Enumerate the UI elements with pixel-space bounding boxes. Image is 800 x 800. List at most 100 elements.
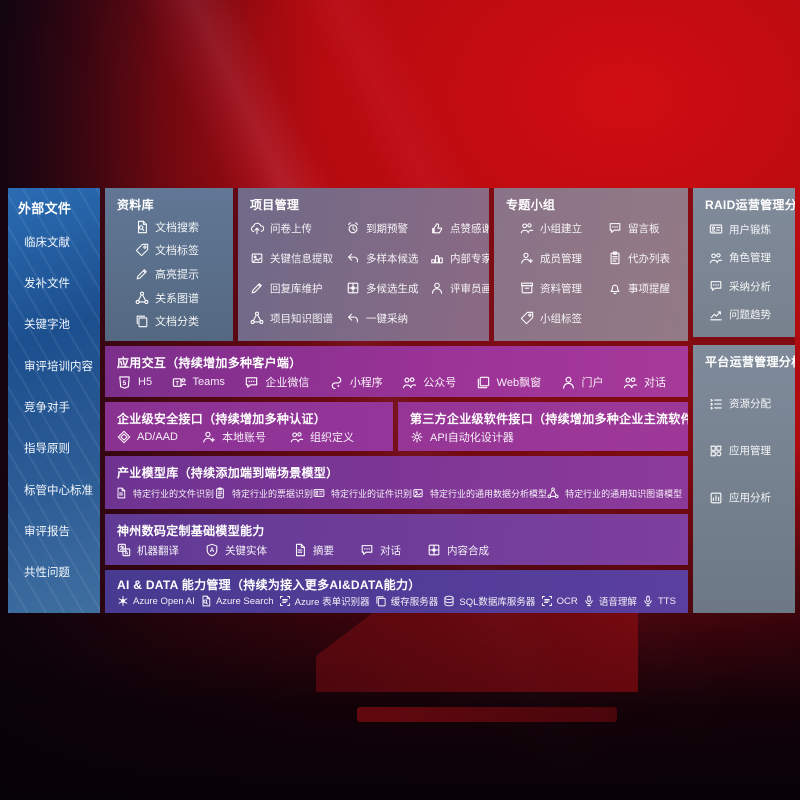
panel-ai-data-management: AI & DATA 能力管理（持续为接入更多AI&DATA能力） Azure O… xyxy=(105,570,688,613)
raid-feature-list: 用户锻炼 角色管理 采纳分析 问题趋势 xyxy=(693,213,795,335)
panel-title: 产业模型库（持续添加端到端场景模型） xyxy=(117,466,339,480)
sidebar-item: 指导原则 xyxy=(24,443,70,456)
reply-maintain-icon xyxy=(250,281,264,295)
feature-item: 小组标签 xyxy=(520,311,604,326)
feature-item: 语音理解 xyxy=(583,594,637,608)
panel-topic-groups: 专题小组 小组建立 留言板 成员管理 代办列表 资料管理 事项提醒 小组标签 xyxy=(494,188,688,341)
group-create-icon xyxy=(520,221,534,235)
feature-item: TTS xyxy=(642,595,676,607)
panel-thirdparty-interface: 第三方企业级软件接口（持续增加多种企业主流软件接口） API自动化设计器 xyxy=(398,402,688,451)
knowledge-graph-icon xyxy=(250,311,264,325)
ad-aad-icon xyxy=(117,430,131,444)
panel-platform-analysis: 平台运营管理分析 资源分配 应用管理 应用分析 xyxy=(693,345,795,613)
panel-title: 项目管理 xyxy=(250,198,300,212)
speech-understanding-icon xyxy=(583,595,595,607)
feature-item: Azure Search xyxy=(200,595,274,607)
feature-item: 特定行业的文件识别 xyxy=(115,487,214,500)
repository-list: 文档搜索 文档标签 高亮提示 关系图谱 文档分类 xyxy=(105,213,233,339)
machine-translate-icon xyxy=(117,543,131,557)
teams-icon xyxy=(172,375,187,390)
multi-candidate-icon xyxy=(346,281,360,295)
feature-item: 特定行业的通用数据分析模型 xyxy=(412,487,547,500)
todo-list-icon xyxy=(608,251,622,265)
platform-feature-list: 资源分配 应用管理 应用分析 xyxy=(693,370,795,511)
monitor-stand-base xyxy=(357,707,617,722)
feature-item: 角色管理 xyxy=(709,250,793,265)
summary-icon xyxy=(293,543,307,557)
sidebar-item: 共性问题 xyxy=(24,567,70,580)
panel-repository: 资料库 文档搜索 文档标签 高亮提示 关系图谱 文档分类 xyxy=(105,188,233,341)
feature-item: 资源分配 xyxy=(709,396,793,411)
feature-item: 关键实体 xyxy=(205,543,267,558)
feature-item: 文档分类 xyxy=(135,313,229,329)
miniprogram-icon xyxy=(329,375,344,390)
feature-item: 项目知识图谱 xyxy=(250,311,342,326)
knowledge-graph-model-icon xyxy=(547,487,559,499)
file-recognition-icon xyxy=(115,487,127,499)
org-definition-icon xyxy=(290,430,304,444)
doc-tag-icon xyxy=(135,243,149,257)
web-popup-icon xyxy=(476,375,491,390)
interaction-client-list: H5 Teams 企业微信 小程序 公众号 Web飘窗 门户 对话 xyxy=(105,371,688,397)
panel-title: 外部文件 xyxy=(18,201,72,216)
feature-item: 评审员画像 xyxy=(430,281,489,296)
feature-item: 摘要 xyxy=(293,543,334,558)
cache-server-icon xyxy=(375,595,387,607)
user-card-icon xyxy=(709,222,723,236)
feature-item: 组织定义 xyxy=(290,429,354,445)
conversation-icon xyxy=(623,375,638,390)
feature-item: 关系图谱 xyxy=(135,290,229,306)
panel-title: 资料库 xyxy=(117,198,154,212)
feature-item: API自动化设计器 xyxy=(410,429,514,445)
panel-app-interaction: 应用交互（持续增加多种客户端） H5 Teams 企业微信 小程序 公众号 Web飘窗 门户… xyxy=(105,346,688,397)
feature-item: 小组建立 xyxy=(520,221,604,236)
panel-title: RAID运营管理分析 xyxy=(705,198,795,212)
industry-model-list: 特定行业的文件识别 特定行业的票据识别 特定行业的证件识别 特定行业的通用数据分析模型… xyxy=(105,481,688,509)
feature-item: 留言板 xyxy=(608,221,682,236)
feature-item: 小程序 xyxy=(329,374,383,390)
tts-icon xyxy=(642,595,654,607)
sidebar-item: 竞争对手 xyxy=(24,401,70,414)
feature-item: 本地账号 xyxy=(202,429,266,445)
panel-industry-models: 产业模型库（持续添加端到端场景模型） 特定行业的文件识别 特定行业的票据识别 特定行… xyxy=(105,456,688,509)
sidebar-item: 发补文件 xyxy=(24,277,70,290)
content-compose-icon xyxy=(427,543,441,557)
doc-classify-icon xyxy=(135,314,149,328)
panel-title: 专题小组 xyxy=(506,198,556,212)
official-account-icon xyxy=(402,375,417,390)
portal-icon xyxy=(561,375,576,390)
azure-search-icon xyxy=(200,595,212,607)
multi-sample-icon xyxy=(346,251,360,265)
feature-item: 用户锻炼 xyxy=(709,222,793,237)
thirdparty-list: API自动化设计器 xyxy=(398,427,688,451)
alarm-icon xyxy=(346,221,360,235)
feature-item: 特定行业的证件识别 xyxy=(313,487,412,500)
feature-item: AD/AAD xyxy=(117,430,178,444)
feature-item: 多候选生成 xyxy=(346,281,426,296)
adoption-analysis-icon xyxy=(709,279,723,293)
key-entity-icon xyxy=(205,543,219,557)
sidebar-item: 临床文献 xyxy=(24,236,70,249)
feature-item: 问题趋势 xyxy=(709,307,793,322)
feature-item: 问卷上传 xyxy=(250,221,342,236)
app-analysis-icon xyxy=(709,491,723,505)
feature-item: SQL数据库服务器 xyxy=(443,594,535,608)
feature-item: Azure Open AI xyxy=(117,595,195,607)
relation-graph-icon xyxy=(135,291,149,305)
message-board-icon xyxy=(608,221,622,235)
panel-title: 应用交互（持续增加多种客户端） xyxy=(117,356,302,370)
role-manage-icon xyxy=(709,251,723,265)
info-extract-icon xyxy=(250,251,264,265)
api-designer-icon xyxy=(410,430,424,444)
feature-item: 关键信息提取 xyxy=(250,251,342,266)
sidebar-item: 审评培训内容 xyxy=(24,360,93,373)
azure-openai-icon xyxy=(117,595,129,607)
highlighter-icon xyxy=(135,267,149,281)
app-manage-icon xyxy=(709,444,723,458)
member-add-icon xyxy=(520,251,534,265)
one-click-adopt-icon xyxy=(346,311,360,325)
feature-item: 缓存服务器 xyxy=(375,594,438,608)
panel-external-files: 外部文件 临床文献 发补文件 关键字池 审评培训内容 竞争对手 指导原则 标管中心标准 审评报… xyxy=(8,188,100,613)
foundation-capability-list: 机器翻译 关键实体 摘要 对话 内容合成 xyxy=(105,539,688,565)
feature-item: 对话 xyxy=(623,374,666,390)
